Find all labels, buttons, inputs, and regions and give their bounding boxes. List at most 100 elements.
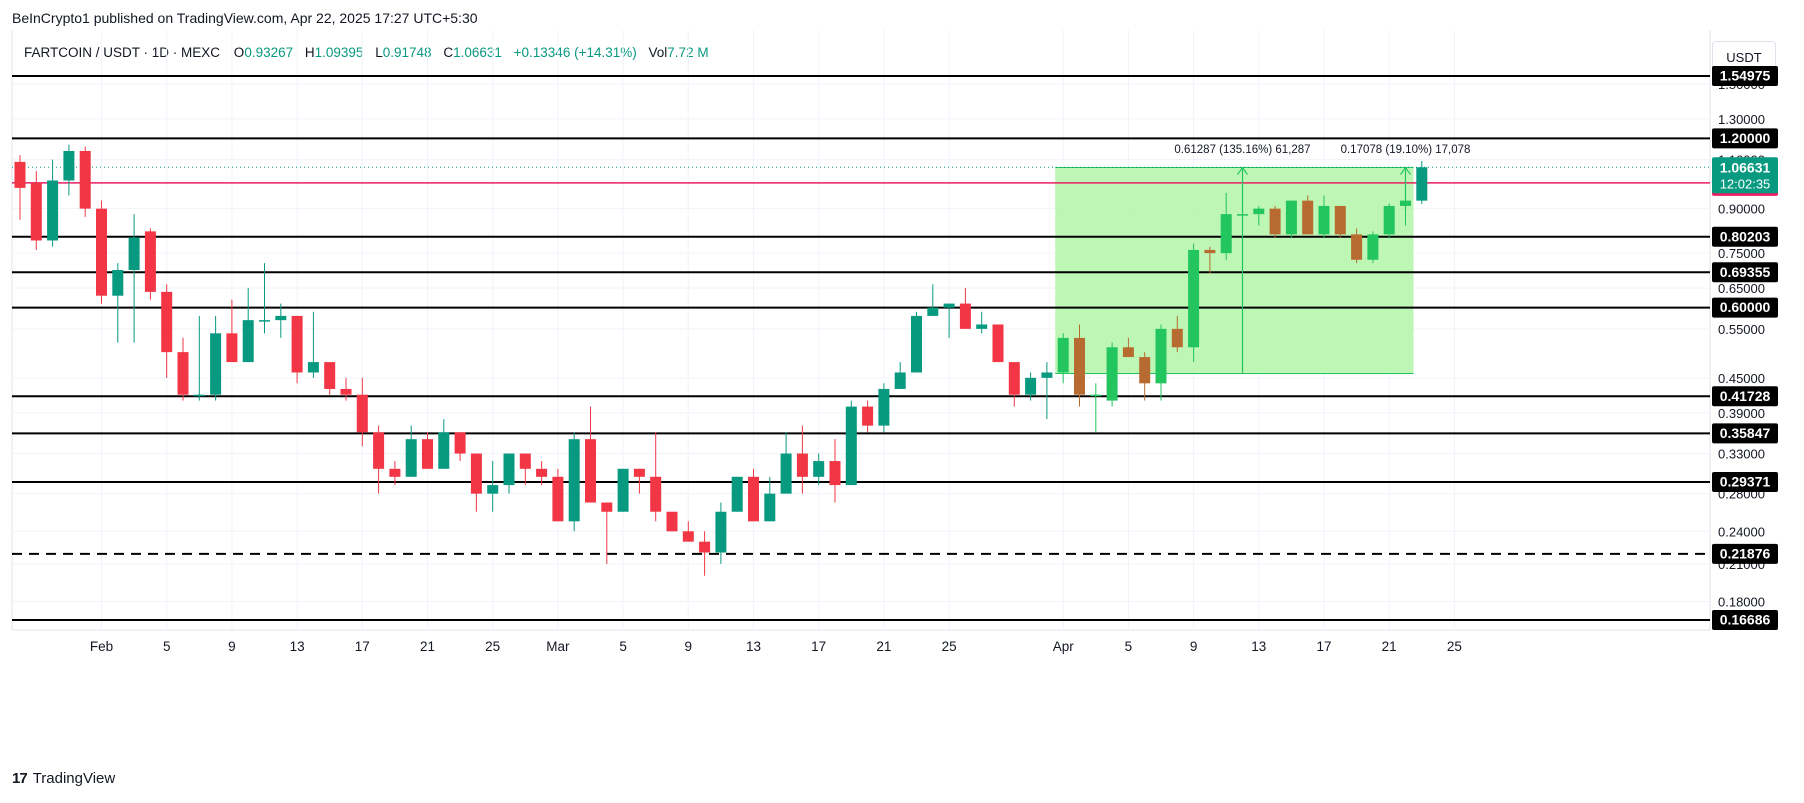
x-tick-label: 25 [1447, 639, 1462, 654]
open-value: 0.93267 [244, 45, 294, 60]
candle-body[interactable] [454, 432, 466, 454]
candle-body[interactable] [14, 161, 26, 188]
candle-body[interactable] [845, 406, 857, 486]
candle-body[interactable] [633, 468, 645, 477]
candle-body[interactable] [1074, 337, 1085, 395]
candle-body[interactable] [829, 461, 841, 486]
candle-body[interactable] [487, 485, 499, 494]
candle-body[interactable] [911, 315, 922, 373]
x-tick-label: Mar [546, 639, 570, 654]
candle-body[interactable] [389, 468, 401, 477]
candle-body[interactable] [1106, 347, 1118, 401]
candle-body[interactable] [1139, 357, 1151, 384]
candle-body[interactable] [1188, 249, 1200, 348]
candle-body[interactable] [1204, 249, 1216, 254]
level-price-badge [1712, 471, 1778, 492]
candle-body[interactable] [959, 303, 971, 329]
candle-body[interactable] [552, 476, 564, 522]
candle-body[interactable] [748, 476, 759, 522]
candle-body[interactable] [1302, 200, 1314, 235]
candle-body[interactable] [568, 439, 580, 522]
candle-body[interactable] [585, 439, 596, 503]
candle-body[interactable] [405, 439, 417, 477]
candle-body[interactable] [878, 388, 890, 426]
candle-body[interactable] [927, 307, 939, 316]
candle-body[interactable] [1253, 208, 1265, 215]
candle-body[interactable] [291, 315, 303, 373]
candle-body[interactable] [519, 453, 531, 469]
candle-body[interactable] [356, 394, 368, 433]
candle-body[interactable] [324, 362, 336, 389]
candle-body[interactable] [1220, 214, 1232, 254]
candle-body[interactable] [617, 468, 629, 512]
y-tick-label: 1.30000 [1718, 112, 1765, 127]
candle-body[interactable] [1334, 205, 1346, 235]
candle-body[interactable] [813, 461, 825, 477]
candle-body[interactable] [96, 208, 107, 296]
candle-body[interactable] [340, 388, 352, 395]
candle-body[interactable] [259, 320, 270, 322]
candle-body[interactable] [438, 432, 450, 469]
candle-body[interactable] [731, 476, 743, 512]
candle-body[interactable] [144, 231, 156, 292]
candle-body[interactable] [1269, 208, 1281, 235]
x-tick-label: 13 [746, 639, 761, 654]
candle-body[interactable] [1025, 377, 1037, 395]
candle-body[interactable] [47, 180, 59, 241]
candle-body[interactable] [193, 394, 205, 397]
candle-body[interactable] [226, 333, 238, 363]
footer-brand-name: TradingView [32, 770, 116, 787]
candle-body[interactable] [112, 269, 124, 296]
candle-body[interactable] [161, 291, 173, 353]
candle-body[interactable] [976, 324, 988, 329]
candle-body[interactable] [79, 150, 91, 209]
candle-body[interactable] [764, 493, 776, 522]
candle-body[interactable] [1155, 328, 1167, 384]
level-price-label: 1.54975 [1720, 68, 1771, 84]
candle-body[interactable] [275, 315, 287, 321]
candle-body[interactable] [422, 439, 433, 469]
candle-body[interactable] [373, 432, 385, 469]
candle-body[interactable] [780, 453, 792, 494]
candle-body[interactable] [943, 303, 955, 308]
change-value: +0.13346 (+14.31%) [513, 45, 637, 60]
candle-body[interactable] [1122, 347, 1134, 358]
candle-body[interactable] [666, 511, 678, 532]
candle-body[interactable] [503, 453, 515, 486]
x-tick-label: 5 [619, 639, 627, 654]
candle-body[interactable] [1416, 167, 1428, 201]
symbol-label[interactable]: FARTCOIN / USDT · 1D · MEXC [24, 45, 221, 60]
candle-body[interactable] [1057, 337, 1069, 373]
candle-body[interactable] [128, 237, 140, 270]
candle-body[interactable] [1285, 200, 1297, 235]
candle-body[interactable] [30, 182, 42, 241]
candle-body[interactable] [862, 406, 874, 426]
candle-body[interactable] [992, 324, 1004, 363]
candle-body[interactable] [650, 476, 662, 512]
candle-body[interactable] [601, 502, 613, 512]
candle-body[interactable] [307, 362, 319, 373]
candle-body[interactable] [177, 352, 189, 395]
candle-body[interactable] [894, 372, 906, 389]
candle-body[interactable] [1171, 328, 1183, 348]
candle-body[interactable] [536, 468, 548, 477]
x-tick-label: 9 [228, 639, 236, 654]
candle-body[interactable] [1318, 205, 1330, 235]
candle-body[interactable] [1351, 234, 1363, 260]
candle-body[interactable] [1383, 205, 1395, 235]
candle-body[interactable] [1367, 234, 1379, 260]
candle-body[interactable] [1008, 362, 1020, 395]
candle-body[interactable] [1090, 394, 1102, 397]
candle-body[interactable] [63, 150, 75, 181]
candle-body[interactable] [682, 531, 694, 542]
candle-body[interactable] [470, 453, 482, 494]
candle-body[interactable] [715, 511, 727, 553]
candle-body[interactable] [796, 453, 808, 477]
candle-body[interactable] [242, 320, 254, 363]
y-tick-label: 0.55000 [1718, 322, 1765, 337]
candle-body[interactable] [210, 333, 222, 395]
candle-body[interactable] [699, 541, 711, 553]
candle-body[interactable] [1041, 372, 1053, 378]
measure-arrow-head [1237, 166, 1248, 175]
